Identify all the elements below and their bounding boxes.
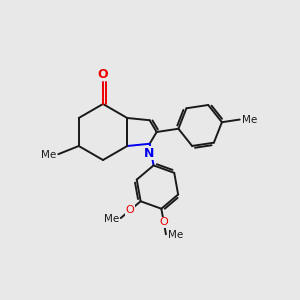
- Text: O: O: [159, 218, 168, 227]
- Text: O: O: [126, 205, 134, 215]
- Text: Me: Me: [242, 115, 257, 124]
- Text: N: N: [143, 147, 154, 160]
- Text: Me: Me: [103, 214, 119, 224]
- Text: O: O: [98, 68, 108, 81]
- Text: Me: Me: [168, 230, 183, 240]
- Text: Me: Me: [41, 150, 56, 160]
